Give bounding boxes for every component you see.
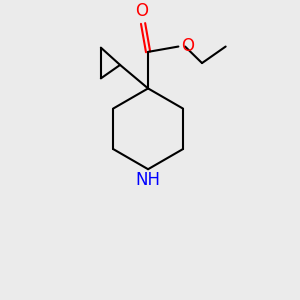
Text: O: O — [181, 37, 194, 55]
Text: O: O — [136, 2, 148, 20]
Text: NH: NH — [136, 171, 160, 189]
